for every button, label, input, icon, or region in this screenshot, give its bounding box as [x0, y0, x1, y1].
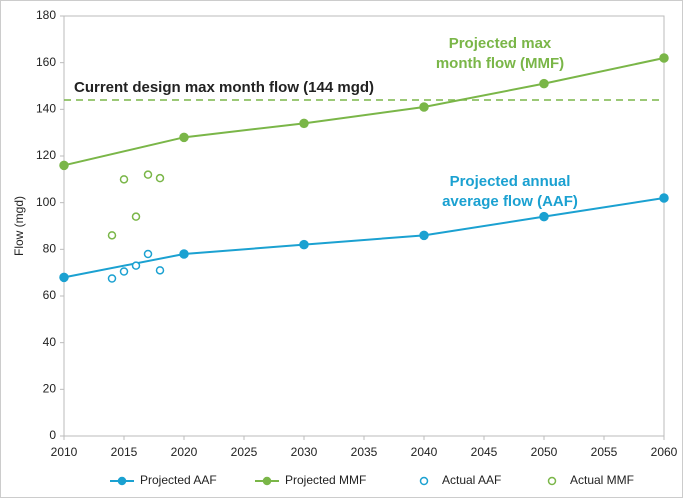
data-point: [155, 266, 165, 275]
legend-label: Projected AAF: [140, 473, 217, 487]
x-tick-label: 2045: [471, 445, 498, 459]
y-tick-label: 100: [36, 195, 56, 209]
data-point: [419, 230, 429, 241]
data-point: [119, 267, 129, 276]
data-point: [659, 193, 669, 203]
data-point: [155, 173, 165, 183]
y-tick-label: 0: [49, 428, 56, 442]
legend-marker: [262, 476, 272, 486]
data-point: [299, 239, 309, 250]
data-point: [143, 170, 153, 179]
data-point: [107, 231, 117, 240]
data-point: [107, 274, 117, 283]
y-tick-label: 120: [36, 148, 56, 162]
y-tick-label: 180: [36, 8, 56, 22]
data-point: [59, 272, 69, 283]
annotation: Projected annual: [450, 173, 571, 190]
legend-label: Actual AAF: [442, 473, 501, 487]
legend-label: Projected MMF: [285, 473, 366, 487]
x-tick-label: 2020: [171, 445, 198, 459]
legend-marker: [419, 476, 429, 486]
data-point: [143, 249, 153, 259]
x-tick-label: 2010: [51, 445, 78, 459]
data-point: [59, 160, 69, 171]
x-tick-label: 2035: [351, 445, 378, 459]
x-tick-label: 2055: [591, 445, 618, 459]
series-line: [63, 197, 665, 279]
x-tick-label: 2025: [231, 445, 258, 459]
data-point: [539, 78, 549, 89]
y-tick-label: 60: [43, 288, 57, 302]
annotation: month flow (MMF): [436, 55, 564, 72]
data-point: [419, 102, 429, 112]
series-line: [63, 57, 665, 167]
data-point: [299, 118, 309, 129]
annotation: Projected max: [449, 35, 552, 52]
data-point: [119, 175, 129, 184]
y-tick-label: 160: [36, 55, 56, 69]
legend-label: Actual MMF: [570, 473, 634, 487]
x-tick-label: 2060: [651, 445, 678, 459]
data-point: [659, 53, 669, 63]
x-tick-label: 2050: [531, 445, 558, 459]
data-point: [179, 249, 189, 259]
data-point: [179, 132, 189, 143]
reference-label: Current design max month flow (144 mgd): [74, 79, 374, 96]
data-point: [131, 212, 141, 221]
legend-marker: [547, 476, 557, 486]
y-tick-label: 80: [43, 242, 57, 256]
x-tick-label: 2030: [291, 445, 318, 459]
y-tick-label: 140: [36, 102, 56, 116]
data-point: [539, 211, 549, 222]
legend-marker: [117, 476, 127, 486]
x-tick-label: 2015: [111, 445, 138, 459]
annotation: average flow (AAF): [442, 193, 578, 210]
y-tick-label: 40: [43, 335, 57, 349]
y-axis-label: Flow (mgd): [12, 196, 26, 256]
y-tick-label: 20: [43, 382, 57, 396]
data-point: [131, 261, 141, 270]
x-tick-label: 2040: [411, 445, 438, 459]
